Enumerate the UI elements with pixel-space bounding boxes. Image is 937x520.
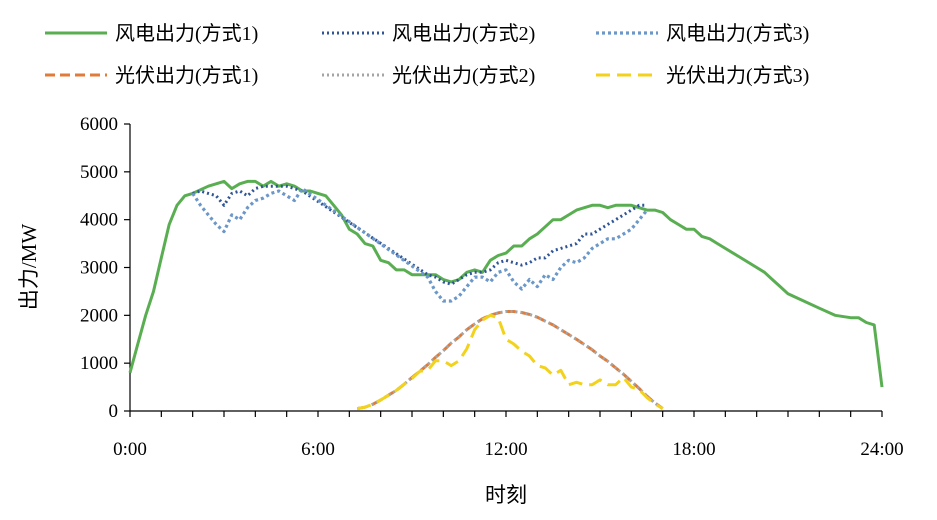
x-tick-label: 24:00 xyxy=(860,439,903,460)
y-tick-label: 2000 xyxy=(80,305,118,326)
x-tick-label: 12:00 xyxy=(484,439,527,460)
y-tick-label: 6000 xyxy=(80,114,118,135)
y-axis-title: 出力/MW xyxy=(17,224,41,311)
y-tick-label: 0 xyxy=(109,401,119,422)
legend-label-6: 光伏出力(方式3) xyxy=(666,64,809,87)
legend-label-4: 光伏出力(方式1) xyxy=(115,64,258,87)
x-ticks: 0:00 6:00 12:00 18:00 24:00 xyxy=(113,411,904,460)
legend-label-1: 风电出力(方式1) xyxy=(115,22,258,45)
y-tick-label: 3000 xyxy=(80,258,118,279)
legend-label-2: 风电出力(方式2) xyxy=(392,22,535,45)
legend-label-3: 风电出力(方式3) xyxy=(666,22,809,45)
series-line-6 xyxy=(356,313,664,411)
x-axis-title: 时刻 xyxy=(485,483,527,507)
y-tick-label: 4000 xyxy=(80,210,118,231)
y-tick-label: 1000 xyxy=(80,353,118,374)
series-line-3 xyxy=(191,187,649,303)
x-tick-label: 0:00 xyxy=(113,439,147,460)
legend: 风电出力(方式1) 风电出力(方式2) 风电出力(方式3) 光伏出力(方式1) 光伏出力… xyxy=(45,22,809,87)
legend-label-5: 光伏出力(方式2) xyxy=(392,64,535,87)
x-tick-label: 6:00 xyxy=(301,439,335,460)
y-tick-label: 5000 xyxy=(80,162,118,183)
series-line-5 xyxy=(356,310,664,411)
series-lines xyxy=(128,179,884,411)
series-line-1 xyxy=(128,179,884,388)
plot-area: 0 1000 2000 3000 4000 5000 6000 0:00 6:00 12:00 1… xyxy=(80,114,904,460)
series-line-2 xyxy=(192,184,647,286)
series-line-4 xyxy=(356,310,664,411)
x-tick-label: 18:00 xyxy=(672,439,715,460)
y-ticks: 0 1000 2000 3000 4000 5000 6000 xyxy=(80,114,130,422)
